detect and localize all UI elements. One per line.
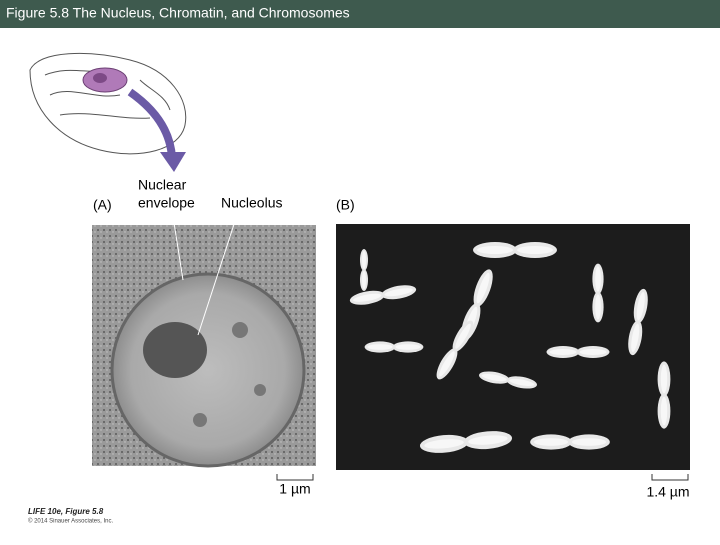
- leader-line: [197, 211, 239, 336]
- footer-copyright: © 2014 Sinauer Associates, Inc.: [28, 518, 113, 525]
- micrograph-b: [336, 224, 690, 470]
- header-bar: [0, 0, 720, 28]
- callout: Nuclear: [138, 177, 187, 193]
- panel-label: (B): [336, 197, 355, 213]
- scale-label: 1 µm: [279, 481, 310, 497]
- scale-label: 1.4 µm: [646, 484, 689, 500]
- header-title: Figure 5.8 The Nucleus, Chromatin, and C…: [6, 5, 350, 21]
- scale-bar: [276, 474, 314, 481]
- footer-source: LIFE 10e, Figure 5.8: [28, 507, 104, 516]
- callout: Nucleolus: [221, 195, 282, 211]
- scale-bar: [651, 474, 689, 481]
- leader-line: [171, 209, 184, 281]
- arrow: [127, 88, 176, 159]
- arrow-head: [160, 152, 186, 172]
- cell-illustration: [29, 53, 187, 155]
- panel-label: (A): [93, 197, 112, 213]
- callout: envelope: [138, 195, 195, 211]
- micrograph-a: [92, 225, 316, 468]
